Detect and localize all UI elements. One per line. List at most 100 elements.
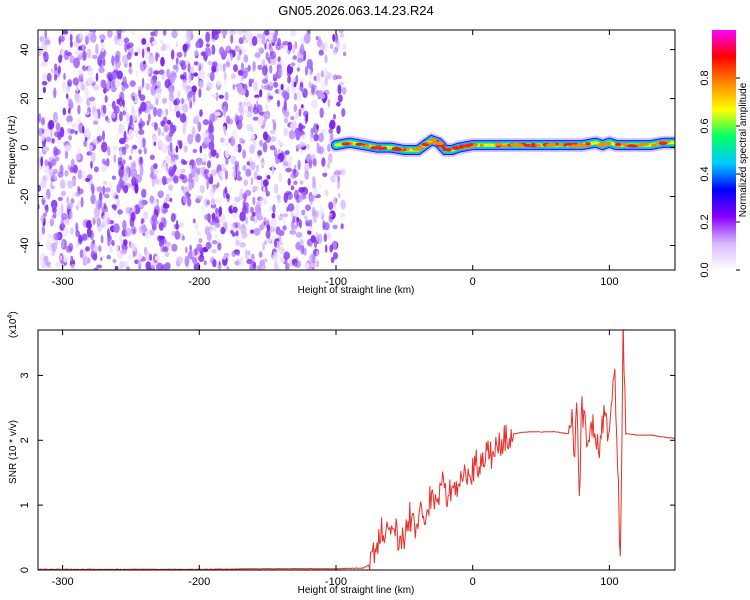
noise-cell: [224, 170, 229, 180]
noise-cell: [242, 192, 247, 200]
noise-cell: [145, 68, 151, 75]
noise-cell: [280, 142, 284, 147]
noise-cell: [299, 219, 302, 229]
noise-cell: [182, 103, 189, 113]
noise-cell: [259, 89, 263, 98]
noise-cell: [135, 70, 139, 78]
noise-cell: [335, 40, 341, 50]
noise-cell: [237, 143, 242, 153]
noise-cell: [75, 222, 79, 233]
noise-cell: [44, 30, 48, 40]
noise-cell: [250, 229, 255, 234]
noise-cell: [139, 94, 146, 101]
noise-cell: [164, 241, 172, 248]
noise-cell: [221, 30, 228, 36]
noise-cell: [259, 196, 265, 203]
scale-exponent: 4: [7, 315, 14, 319]
noise-cell: [211, 185, 216, 194]
noise-cell: [77, 185, 80, 192]
noise-cell: [305, 113, 309, 123]
noise-cell: [218, 148, 222, 155]
signal-peak: [395, 148, 403, 152]
noise-cell: [172, 64, 178, 71]
noise-cell: [204, 213, 210, 221]
noise-cell: [310, 262, 317, 268]
noise-cell: [148, 54, 155, 65]
noise-cell: [134, 51, 139, 57]
noise-cell: [336, 179, 341, 190]
noise-cell: [324, 189, 329, 197]
noise-cell: [280, 83, 284, 91]
noise-cell: [143, 147, 147, 155]
noise-cell: [134, 183, 139, 194]
noise-cell: [102, 215, 107, 223]
noise-cell: [114, 105, 120, 114]
noise-cell: [293, 262, 299, 268]
noise-cell: [269, 51, 277, 60]
signal-peak: [513, 142, 520, 146]
noise-cell: [257, 150, 263, 156]
noise-cell: [340, 223, 344, 230]
noise-cell: [114, 265, 119, 270]
noise-cell: [263, 217, 268, 222]
noise-cell: [343, 51, 347, 57]
noise-cell: [98, 191, 103, 203]
noise-cell: [308, 159, 313, 169]
noise-cell: [320, 42, 326, 51]
noise-cell: [106, 228, 110, 238]
noise-cell: [129, 80, 136, 87]
noise-cell: [158, 235, 165, 240]
noise-cell: [70, 255, 74, 261]
noise-cell: [73, 57, 80, 69]
noise-cell: [81, 233, 88, 241]
noise-cell: [230, 52, 233, 61]
noise-cell: [152, 79, 157, 85]
noise-cell: [235, 239, 240, 247]
noise-cell: [220, 214, 226, 224]
noise-cell: [211, 169, 217, 176]
signal-peak: [502, 144, 509, 148]
noise-cell: [111, 175, 117, 180]
noise-cell: [85, 220, 93, 229]
noise-cell: [278, 173, 283, 183]
noise-cell: [196, 243, 203, 252]
noise-cell: [118, 161, 124, 166]
noise-cell: [64, 150, 69, 159]
noise-cell: [40, 61, 48, 67]
noise-cell: [265, 237, 272, 244]
noise-cell: [157, 178, 163, 186]
noise-cell: [132, 228, 136, 234]
noise-cell: [93, 267, 99, 270]
noise-cell: [43, 164, 50, 174]
noise-cell: [198, 88, 202, 98]
signal-peak: [364, 144, 370, 148]
noise-cell: [301, 209, 306, 216]
noise-cell: [130, 168, 138, 179]
noise-cell: [79, 52, 83, 58]
noise-cell: [38, 127, 43, 137]
noise-cell: [149, 154, 155, 161]
noise-cell: [232, 84, 236, 90]
noise-cell: [278, 246, 286, 255]
noise-cell: [202, 152, 208, 162]
noise-cell: [63, 73, 66, 80]
noise-cell: [239, 105, 245, 116]
noise-cell: [306, 58, 313, 70]
signal-peak: [660, 141, 665, 145]
noise-cell: [322, 219, 326, 230]
noise-cell: [287, 157, 292, 166]
noise-cell: [217, 264, 222, 269]
noise-cell: [84, 111, 90, 116]
noise-cell: [182, 79, 188, 91]
noise-cell: [290, 212, 295, 218]
noise-cell: [146, 120, 150, 126]
bottom-x-tick-label: 100: [600, 576, 618, 588]
noise-cell: [188, 173, 193, 179]
noise-cell: [226, 266, 230, 270]
noise-cell: [158, 69, 165, 75]
noise-cell: [69, 227, 75, 235]
noise-cell: [262, 131, 269, 141]
noise-cell: [278, 67, 283, 77]
noise-cell: [126, 112, 129, 122]
noise-cell: [254, 52, 261, 58]
